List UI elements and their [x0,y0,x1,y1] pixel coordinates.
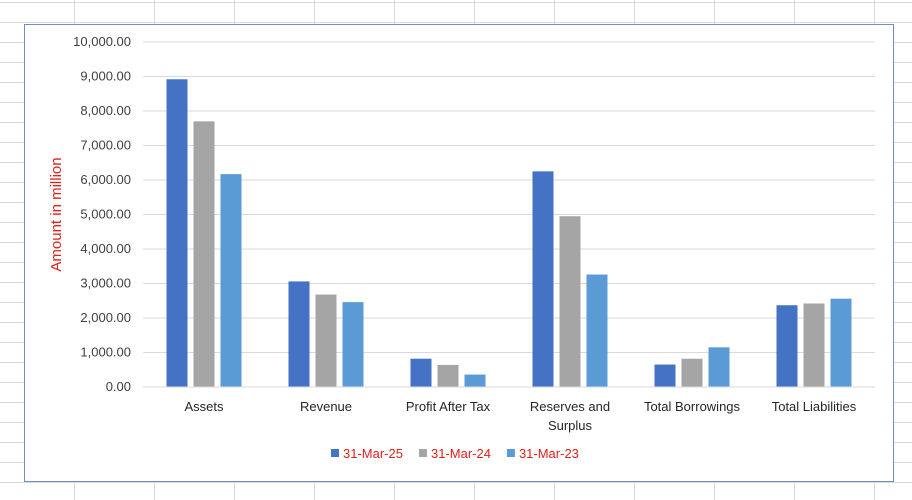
legend-swatch [506,449,515,457]
bar[interactable] [342,302,364,387]
category-labels: Assets Revenue Profit After Tax Reserves an… [184,399,856,433]
category-label: Assets [184,399,224,414]
bar[interactable] [654,364,676,387]
legend-label: 31-Mar-23 [519,446,579,461]
y-tick-label: 8,000.00 [80,103,131,118]
bar[interactable] [559,216,581,387]
y-tick-label: 3,000.00 [80,276,131,291]
legend-swatch [331,449,339,457]
y-tick-label: 7,000.00 [80,138,131,153]
y-axis-title: Amount in million [48,157,65,271]
bar[interactable] [437,364,459,387]
legend[interactable]: 31-Mar-25 31-Mar-24 31-Mar-23 [331,446,579,461]
bar[interactable] [315,294,337,387]
y-tick-label: 10,000.00 [73,34,131,49]
y-tick-label: 9,000.00 [80,69,131,84]
category-label: Profit After Tax [406,399,491,414]
y-tick-label: 0.00 [106,379,131,394]
bar[interactable] [708,347,730,387]
bar[interactable] [681,358,703,387]
bar[interactable] [220,174,242,387]
bar[interactable] [532,171,554,387]
legend-label: 31-Mar-25 [343,446,403,461]
bars [166,79,852,387]
category-label: Total Liabilities [772,399,857,414]
chart-area[interactable]: 0.00 1,000.00 2,000.00 3,000.00 4,000.00 5,00… [24,24,894,482]
y-axis-tick-labels: 0.00 1,000.00 2,000.00 3,000.00 4,000.00 5,00… [73,34,131,394]
category-label: Revenue [300,399,352,414]
bar[interactable] [410,358,432,387]
legend-item[interactable]: 31-Mar-24 [418,446,491,461]
y-tick-label: 4,000.00 [80,241,131,256]
bar[interactable] [166,79,188,387]
bar[interactable] [193,121,215,387]
legend-item[interactable]: 31-Mar-23 [506,446,579,461]
category-label: Surplus [548,418,593,433]
bar-chart: 0.00 1,000.00 2,000.00 3,000.00 4,000.00 5,00… [48,34,875,461]
y-tick-label: 2,000.00 [80,310,131,325]
bar[interactable] [464,374,486,387]
category-label: Reserves and [530,399,610,414]
y-tick-label: 5,000.00 [80,207,131,222]
bar[interactable] [803,303,825,387]
bar[interactable] [830,298,852,387]
legend-swatch [418,449,427,457]
gridlines [143,41,875,353]
y-tick-label: 1,000.00 [80,345,131,360]
bar[interactable] [776,305,798,387]
legend-label: 31-Mar-24 [431,446,491,461]
y-tick-label: 6,000.00 [80,172,131,187]
category-label: Total Borrowings [644,399,741,414]
bar[interactable] [586,274,608,387]
bar[interactable] [288,281,310,387]
legend-item[interactable]: 31-Mar-25 [331,446,403,461]
